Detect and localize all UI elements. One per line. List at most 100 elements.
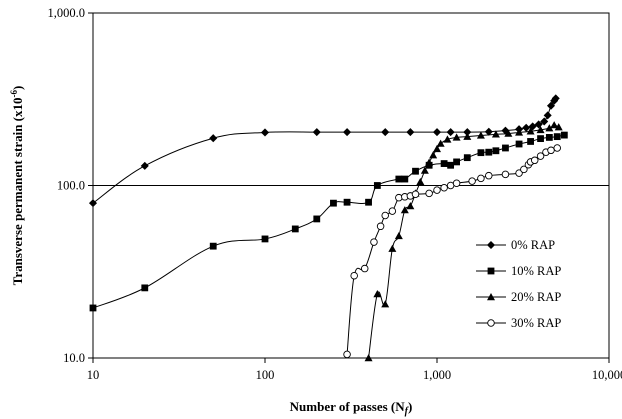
data-point-diamond [522,123,531,132]
data-point-diamond [343,128,352,137]
x-tick-label: 1,000 [423,368,451,382]
series-line-1 [93,134,565,309]
data-point-diamond [432,128,442,137]
data-point-triangle [504,129,513,137]
data-point-circle [395,193,403,202]
data-point-triangle [400,206,409,214]
data-point-triangle [526,127,535,135]
data-point-triangle [554,123,563,131]
data-point-diamond [406,128,415,137]
data-point-square [527,138,534,145]
data-point-triangle [550,121,559,129]
data-point-circle [452,179,461,188]
legend-label: 30% RAP [511,316,561,330]
data-point-circle [433,186,441,194]
data-point-diamond [209,134,218,143]
data-point-triangle [388,244,397,252]
data-point-square [453,158,460,166]
data-point-square [291,225,299,233]
data-point-circle [440,184,448,192]
data-point-circle [530,156,539,165]
data-point-square [395,175,403,183]
data-point-square [477,149,485,157]
data-point-diamond [260,128,270,137]
data-point-square [261,235,269,243]
data-point-triangle [491,130,500,138]
data-point-triangle [463,132,472,140]
data-point-circle [547,146,555,155]
data-point-square [485,148,493,156]
data-point-square [209,242,217,250]
data-point-square [343,198,351,206]
x-tick-label: 10,000 [592,368,622,382]
data-point-triangle [425,158,434,166]
data-point-triangle [381,300,390,308]
legend-label: 0% RAP [511,238,555,252]
y-axis-title: Transverse permanent strain (x10-6) [9,86,25,286]
legend-label: 20% RAP [511,290,561,304]
data-point-triangle [515,128,524,136]
data-point-square [463,154,471,162]
data-point-circle [553,144,561,152]
x-tick-label: 100 [256,368,275,382]
x-tick-label: 10 [87,368,100,382]
data-point-square [447,161,455,169]
data-point-circle [388,207,397,215]
y-axis-title-main: Transverse permanent strain (x10 [10,97,25,285]
data-point-square [515,140,523,148]
legend-label: 10% RAP [511,264,561,278]
data-point-circle [376,222,385,231]
legend-marker-diamond [486,240,496,250]
data-point-triangle [420,166,429,174]
data-point-triangle [373,289,382,298]
data-point-triangle [536,125,545,134]
data-point-square [412,167,419,175]
data-point-diamond [484,127,493,136]
series-line-0 [93,98,557,204]
data-point-square [502,144,509,152]
data-point-triangle [433,144,441,153]
data-point-square [401,175,409,183]
data-point-diamond [381,128,390,137]
data-point-square [545,134,553,141]
y-tick-label: 100.0 [57,179,85,193]
legend-marker-square [487,267,495,275]
data-point-circle [485,171,493,180]
data-point-square [330,199,337,207]
data-point-circle [360,264,369,273]
y-tick-label: 1,000.0 [48,6,86,20]
data-point-diamond [446,128,455,137]
data-point-triangle [394,231,403,240]
x-axis-ticks: 10 100 1,000 10,000 [87,358,622,382]
data-point-triangle [429,151,438,159]
data-point-square [313,215,321,223]
data-point-diamond [543,111,552,120]
y-axis-title-sup: -6 [9,89,19,97]
legend-marker-triangle [487,293,495,301]
data-point-diamond [312,128,321,137]
data-point-circle [381,211,389,220]
data-point-circle [520,165,528,174]
data-point-square [553,133,561,141]
data-point-circle [425,189,433,198]
data-point-triangle [406,202,415,210]
y-axis-ticks: 10.0 100.0 1,000.0 [48,6,93,365]
data-point-triangle [416,177,425,186]
x-axis-title-sub: f [405,406,410,417]
data-point-circle [477,174,485,183]
data-point-square [373,182,381,189]
data-point-square [537,135,544,143]
data-point-triangle [443,135,452,143]
data-point-circle [536,152,545,160]
data-point-square [560,131,568,139]
x-axis-title-end: ) [408,399,412,414]
data-point-diamond [534,120,543,129]
x-axis-title-main: Number of passes (N [290,399,406,414]
data-point-circle [370,238,378,246]
data-point-circle [343,350,351,359]
data-point-triangle [436,139,445,147]
data-point-square [365,198,372,206]
legend: 0% RAP 10% RAP 20% RAP 30% RAP [476,238,561,330]
y-axis-title-end: ) [10,86,25,90]
data-point-diamond [546,101,556,110]
